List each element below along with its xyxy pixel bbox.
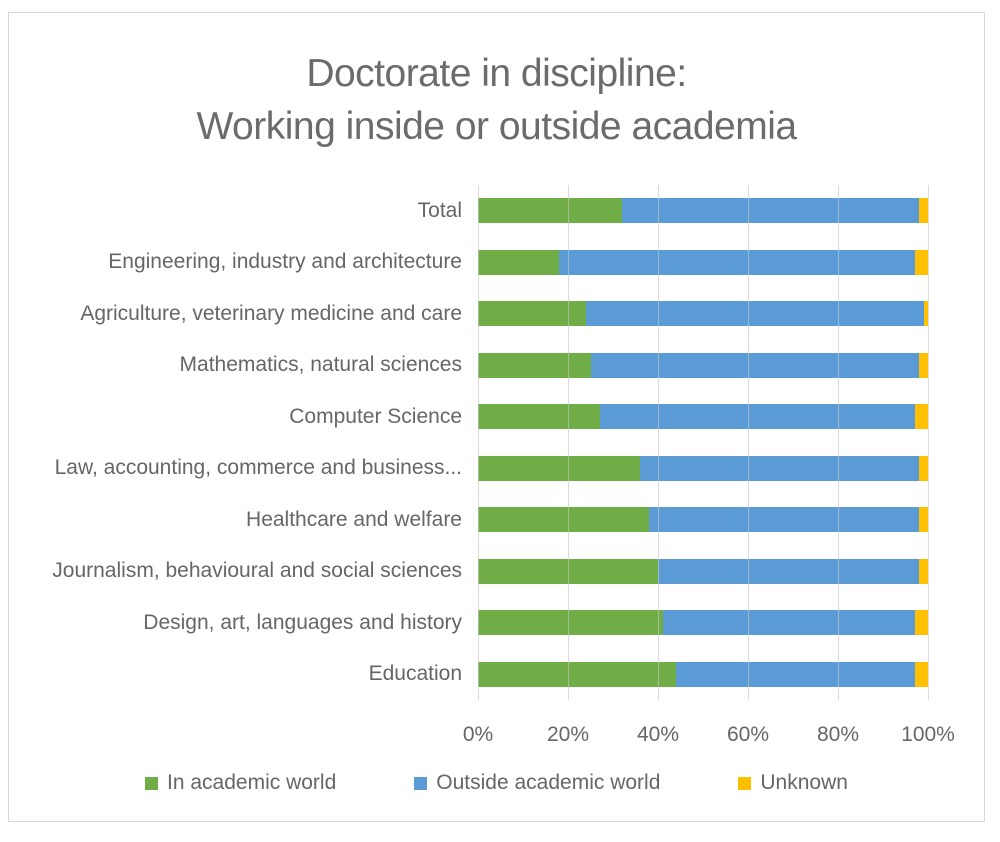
bar-segment-in-academic-world xyxy=(478,507,649,533)
bar-segment-unknown xyxy=(919,507,928,533)
chart-container: Doctorate in discipline: Working inside … xyxy=(8,12,985,822)
legend-item-outside-academic-world: Outside academic world xyxy=(414,771,660,795)
gridline xyxy=(658,185,659,700)
x-tick-label: 60% xyxy=(726,723,770,746)
bar-row xyxy=(478,198,928,224)
chart-title-line-2: Working inside or outside academia xyxy=(196,105,797,148)
category-label: Mathematics, natural sciences xyxy=(179,353,462,377)
legend-label: In academic world xyxy=(167,771,337,794)
bar-segment-unknown xyxy=(914,404,928,430)
category-label: Education xyxy=(368,662,462,686)
plot-area xyxy=(478,185,929,700)
category-label: Computer Science xyxy=(289,404,462,428)
category-label: Healthcare and welfare xyxy=(246,507,462,531)
bar-segment-in-academic-world xyxy=(478,610,663,636)
category-label: Design, art, languages and history xyxy=(143,610,462,634)
bar-row xyxy=(478,352,928,378)
legend-label: Outside academic world xyxy=(436,771,661,794)
bar-row xyxy=(478,404,928,430)
bar-segment-unknown xyxy=(919,198,928,224)
legend-swatch-outside-academic-world xyxy=(414,776,428,790)
bar-segment-unknown xyxy=(914,249,928,275)
bar-row xyxy=(478,610,928,636)
gridline xyxy=(748,185,749,700)
legend: In academic world Outside academic world U… xyxy=(9,771,984,795)
x-tick-label: 40% xyxy=(636,723,680,746)
bar-segment-in-academic-world xyxy=(478,455,640,481)
bar-segment-unknown xyxy=(919,455,928,481)
category-label: Journalism, behavioural and social scien… xyxy=(52,559,462,583)
bar-row xyxy=(478,558,928,584)
gridline xyxy=(928,185,929,700)
bar-segment-outside-academic-world xyxy=(658,558,919,584)
legend-swatch-unknown xyxy=(738,776,752,790)
legend-label: Unknown xyxy=(760,771,848,794)
legend-item-in-academic-world: In academic world xyxy=(145,771,336,795)
chart-title-line-1: Doctorate in discipline: xyxy=(306,52,687,95)
category-label: Law, accounting, commerce and business..… xyxy=(54,456,462,480)
bar-segment-unknown xyxy=(914,610,928,636)
legend-swatch-in-academic-world xyxy=(145,776,159,790)
bar-segment-in-academic-world xyxy=(478,301,586,327)
bar-segment-outside-academic-world xyxy=(676,661,915,687)
x-tick-label: 0% xyxy=(462,723,494,746)
category-label: Total xyxy=(417,198,462,222)
category-label: Agriculture, veterinary medicine and car… xyxy=(80,301,462,325)
bar-segment-unknown xyxy=(919,558,928,584)
bar-segment-unknown xyxy=(914,661,928,687)
bar-segment-outside-academic-world xyxy=(662,610,915,636)
x-tick-label: 80% xyxy=(816,723,860,746)
x-tick-label: 100% xyxy=(901,723,955,746)
bar-segment-outside-academic-world xyxy=(640,455,919,481)
bar-row xyxy=(478,507,928,533)
bar-segment-outside-academic-world xyxy=(559,249,915,275)
bar-segment-in-academic-world xyxy=(478,198,622,224)
x-tick-label: 20% xyxy=(546,723,590,746)
bar-segment-outside-academic-world xyxy=(622,198,919,224)
bar-row xyxy=(478,301,928,327)
gridline xyxy=(838,185,839,700)
gridline xyxy=(568,185,569,700)
bar-segment-unknown xyxy=(919,352,928,378)
bar-row xyxy=(478,249,928,275)
bar-segment-in-academic-world xyxy=(478,404,600,430)
bar-segment-in-academic-world xyxy=(478,661,676,687)
bar-segment-outside-academic-world xyxy=(599,404,915,430)
bar-segment-outside-academic-world xyxy=(649,507,919,533)
bar-row xyxy=(478,455,928,481)
category-label: Engineering, industry and architecture xyxy=(108,250,462,274)
bar-segment-outside-academic-world xyxy=(590,352,919,378)
bar-segment-unknown xyxy=(923,301,928,327)
gridline xyxy=(478,185,479,700)
legend-item-unknown: Unknown xyxy=(738,771,848,795)
bar-segment-outside-academic-world xyxy=(586,301,924,327)
bar-segment-in-academic-world xyxy=(478,249,559,275)
bar-segment-in-academic-world xyxy=(478,352,591,378)
chart-title: Doctorate in discipline: Working inside … xyxy=(9,47,984,153)
bar-row xyxy=(478,661,928,687)
